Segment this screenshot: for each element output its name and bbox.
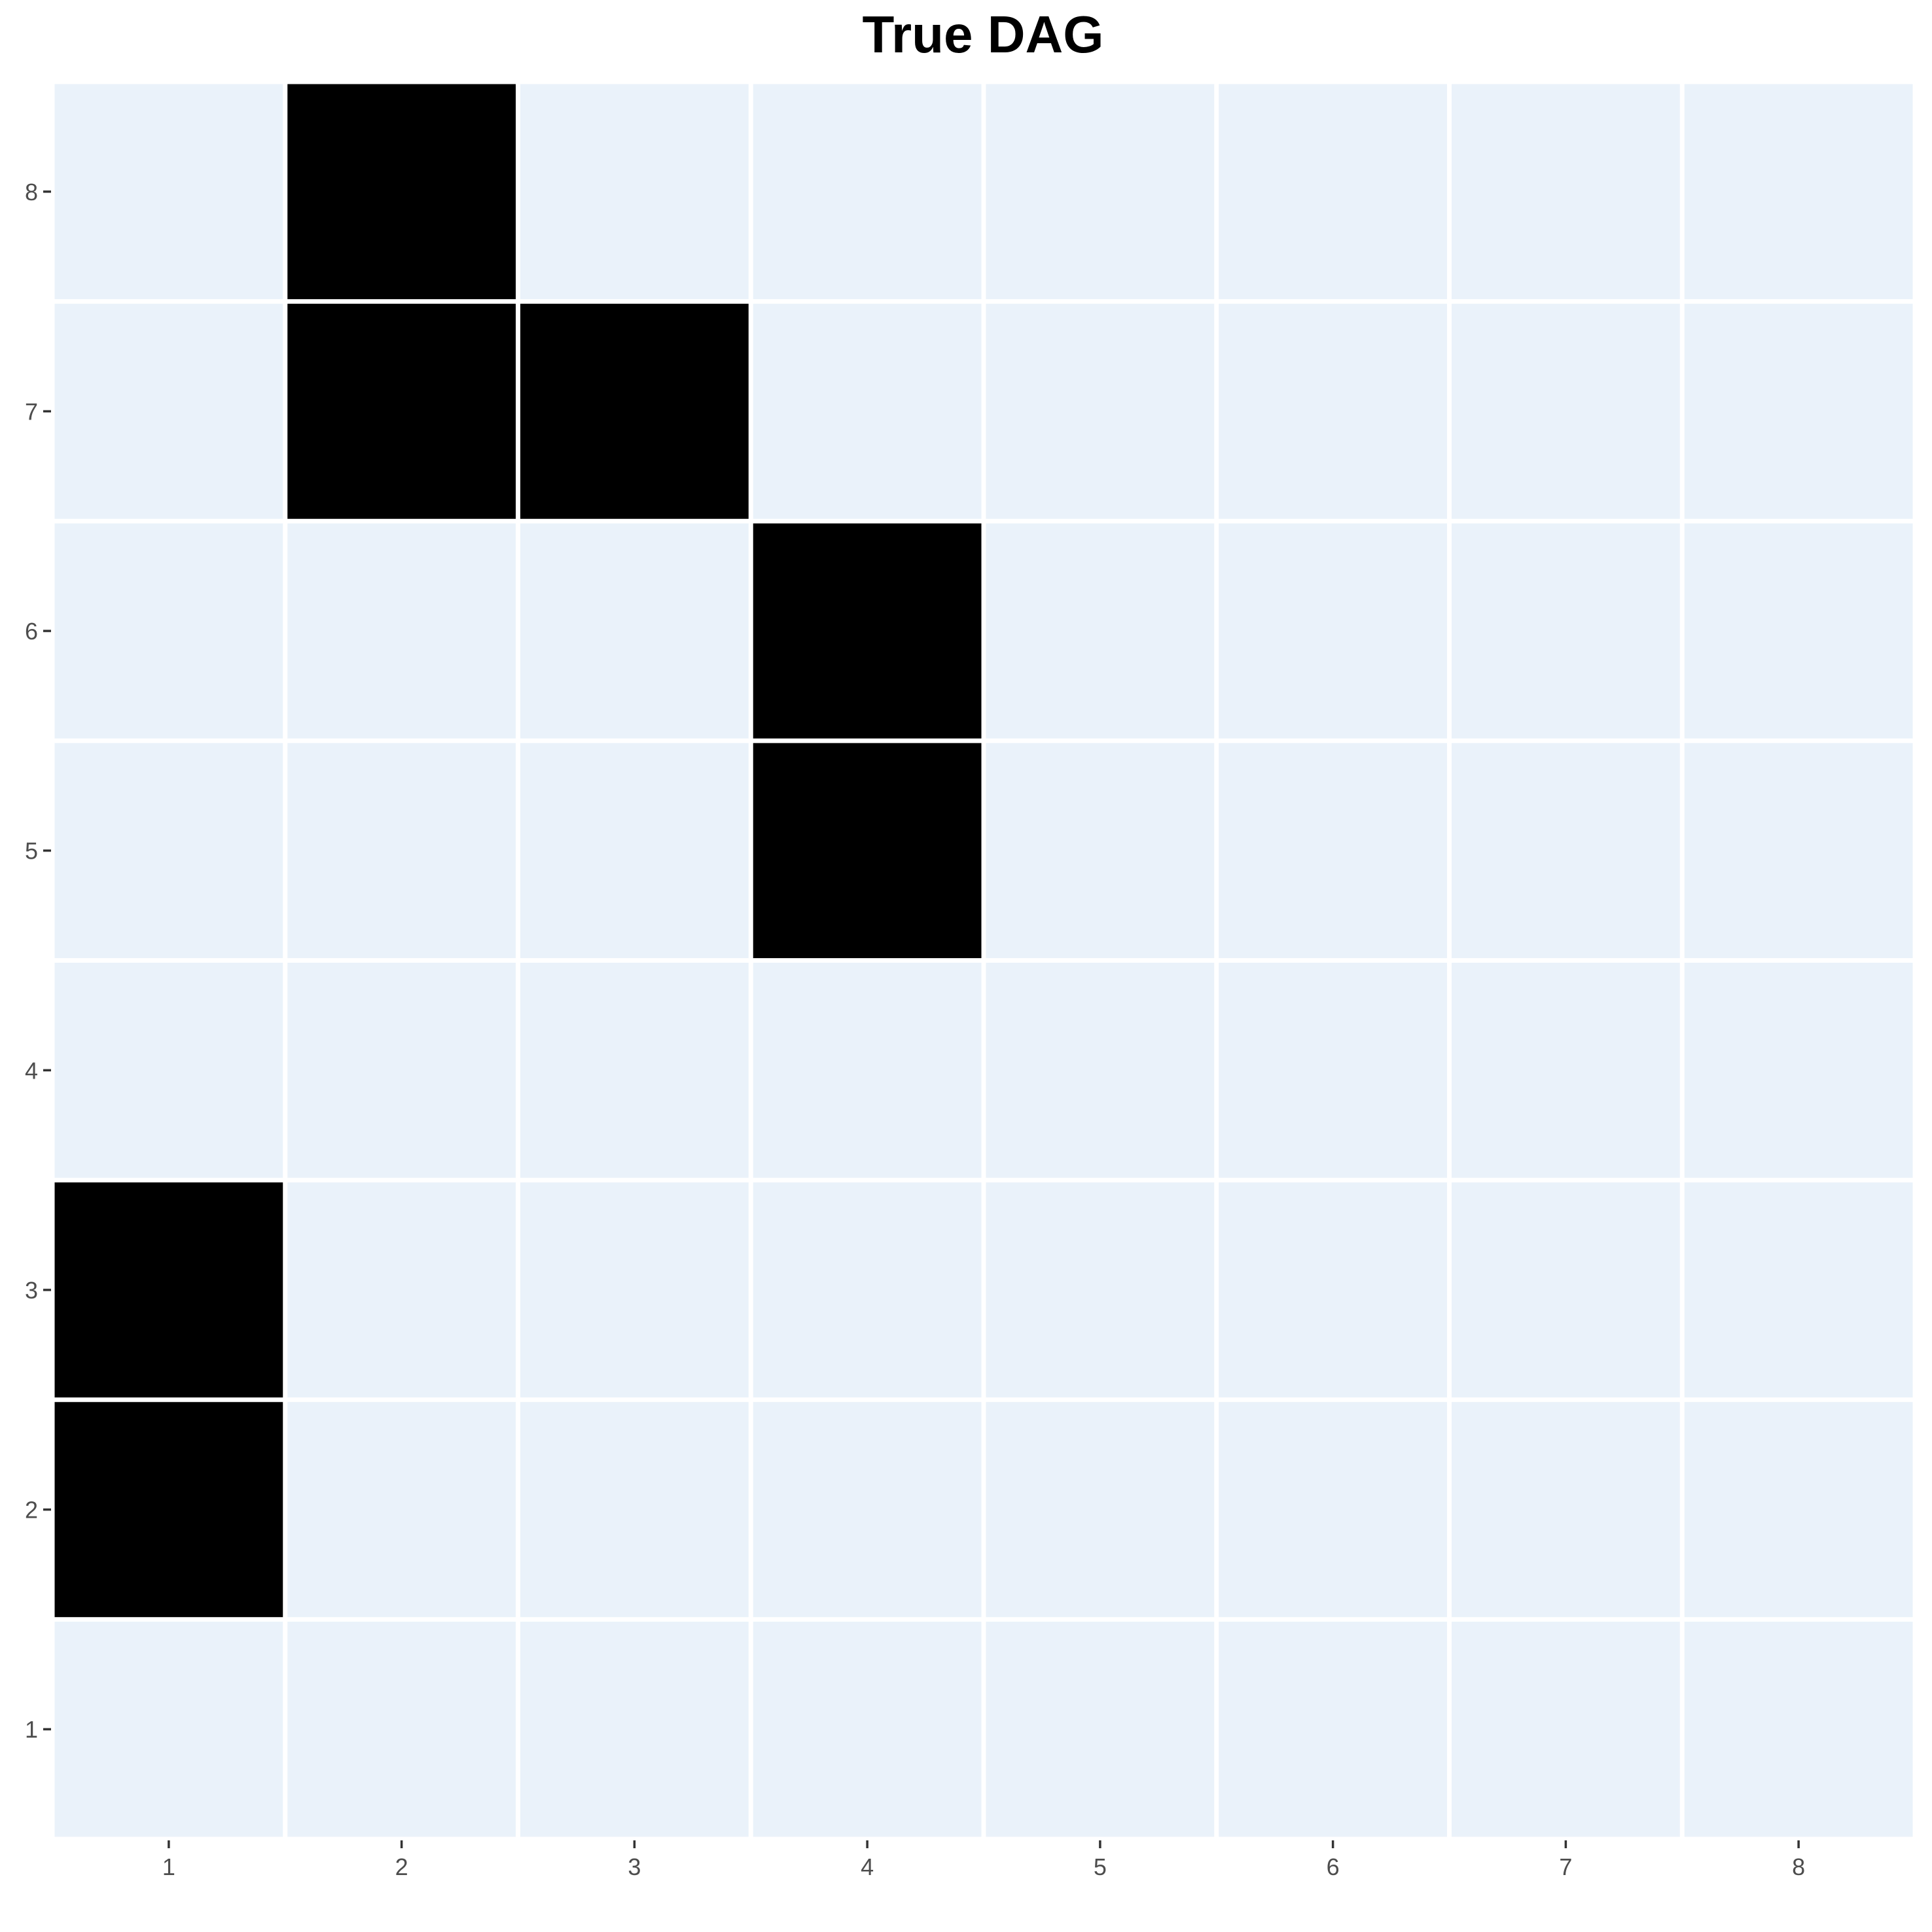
heatmap-cell-8-8 [1684, 84, 1913, 300]
heatmap-cell-5-3 [986, 1182, 1215, 1398]
y-tick-label: 6 [25, 618, 38, 645]
heatmap-cell-3-1 [520, 1621, 749, 1837]
heatmap-cell-8-2 [1684, 1402, 1913, 1617]
x-axis: 1 2 3 4 5 6 7 8 [162, 1840, 1805, 1880]
heatmap-cell-1-4 [54, 963, 283, 1178]
heatmap-cell-4-4 [753, 963, 982, 1178]
heatmap-cell-8-4 [1684, 963, 1913, 1178]
x-tick-label: 8 [1792, 1853, 1805, 1880]
heatmap-cell-7-2 [1452, 1402, 1680, 1617]
heatmap-cell-6-8 [1219, 84, 1447, 300]
x-tick-label: 3 [628, 1853, 641, 1880]
heatmap-cell-3-8 [520, 84, 749, 300]
heatmap-cell-4-5 [753, 743, 982, 959]
heatmap-cell-4-2 [753, 1402, 982, 1617]
heatmap-cell-2-8 [287, 84, 516, 300]
heatmap-cell-6-4 [1219, 963, 1447, 1178]
heatmap-cell-1-8 [54, 84, 283, 300]
heatmap-cell-8-6 [1684, 523, 1913, 739]
heatmap-cell-6-3 [1219, 1182, 1447, 1398]
heatmap-cell-8-3 [1684, 1182, 1913, 1398]
x-tick-label: 4 [861, 1853, 874, 1880]
heatmap-cell-7-4 [1452, 963, 1680, 1178]
heatmap-cell-1-5 [54, 743, 283, 959]
heatmap-cell-1-1 [54, 1621, 283, 1837]
heatmap-cell-6-2 [1219, 1402, 1447, 1617]
heatmap-cell-1-2 [54, 1402, 283, 1617]
heatmap-cell-7-3 [1452, 1182, 1680, 1398]
heatmap-cell-7-6 [1452, 523, 1680, 739]
heatmap-cell-8-5 [1684, 743, 1913, 959]
y-tick-label: 7 [25, 398, 38, 425]
heatmap-cell-2-5 [287, 743, 516, 959]
y-tick-label: 8 [25, 179, 38, 206]
y-axis: 1 2 3 4 5 6 7 8 [25, 179, 51, 1743]
heatmap-cell-3-2 [520, 1402, 749, 1617]
heatmap-cell-4-6 [753, 523, 982, 739]
heatmap-cell-1-3 [54, 1182, 283, 1398]
heatmap-cell-4-1 [753, 1621, 982, 1837]
heatmap-cell-3-7 [520, 304, 749, 519]
heatmap-cell-6-7 [1219, 304, 1447, 519]
heatmap-cell-2-6 [287, 523, 516, 739]
heatmap-cell-7-7 [1452, 304, 1680, 519]
heatmap-cell-5-5 [986, 743, 1215, 959]
heatmap-cell-5-7 [986, 304, 1215, 519]
heatmap-cell-6-5 [1219, 743, 1447, 959]
chart-title: True DAG [863, 5, 1104, 63]
heatmap-cell-5-8 [986, 84, 1215, 300]
heatmap-cell-4-8 [753, 84, 982, 300]
heatmap-cell-2-2 [287, 1402, 516, 1617]
heatmap-cells [54, 84, 1913, 1837]
heatmap-cell-8-7 [1684, 304, 1913, 519]
y-tick-label: 3 [25, 1277, 38, 1304]
heatmap-cell-4-7 [753, 304, 982, 519]
x-tick-label: 1 [162, 1853, 175, 1880]
x-tick-label: 2 [395, 1853, 408, 1880]
heatmap-cell-3-6 [520, 523, 749, 739]
y-tick-label: 4 [25, 1057, 38, 1084]
heatmap-cell-2-7 [287, 304, 516, 519]
heatmap-cell-6-6 [1219, 523, 1447, 739]
heatmap-cell-5-4 [986, 963, 1215, 1178]
heatmap-cell-1-7 [54, 304, 283, 519]
heatmap-cell-7-1 [1452, 1621, 1680, 1837]
heatmap-cell-5-6 [986, 523, 1215, 739]
heatmap-cell-1-6 [54, 523, 283, 739]
heatmap-cell-3-5 [520, 743, 749, 959]
heatmap-cell-2-4 [287, 963, 516, 1178]
x-tick-label: 6 [1327, 1853, 1340, 1880]
heatmap-cell-3-3 [520, 1182, 749, 1398]
heatmap-cell-8-1 [1684, 1621, 1913, 1837]
x-tick-label: 5 [1094, 1853, 1107, 1880]
heatmap-cell-5-2 [986, 1402, 1215, 1617]
y-tick-label: 5 [25, 838, 38, 865]
x-tick-label: 7 [1559, 1853, 1572, 1880]
heatmap-cell-7-8 [1452, 84, 1680, 300]
heatmap-cell-7-5 [1452, 743, 1680, 959]
heatmap-cell-6-1 [1219, 1621, 1447, 1837]
y-tick-label: 1 [25, 1716, 38, 1743]
heatmap-cell-3-4 [520, 963, 749, 1178]
y-tick-label: 2 [25, 1497, 38, 1524]
heatmap-cell-4-3 [753, 1182, 982, 1398]
heatmap-cell-2-3 [287, 1182, 516, 1398]
heatmap-cell-5-1 [986, 1621, 1215, 1837]
heatmap-cell-2-1 [287, 1621, 516, 1837]
